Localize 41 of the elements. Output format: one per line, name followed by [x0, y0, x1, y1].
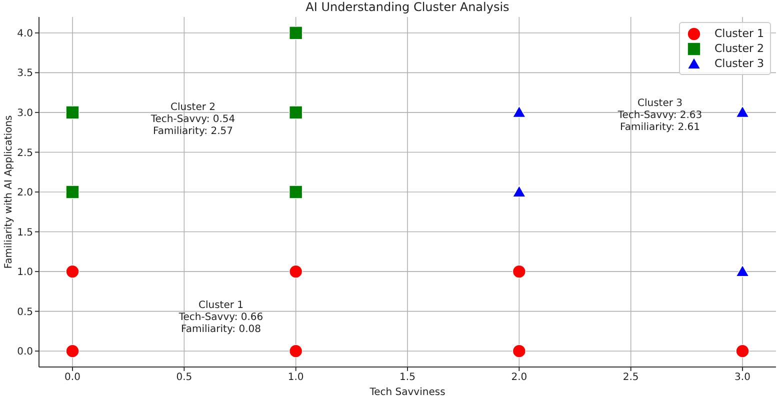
point: [512, 344, 526, 358]
point: [66, 344, 80, 358]
point: [512, 264, 526, 278]
y-axis-title: Familiarity with AI Applications: [4, 115, 15, 269]
point: [66, 106, 80, 120]
y-tick-label: 0.5: [17, 306, 33, 318]
x-tick-label: 2.5: [622, 372, 639, 384]
x-tick-label: 1.0: [288, 372, 304, 384]
y-tick-label: 1.0: [17, 267, 33, 278]
point: [288, 344, 303, 358]
y-tick-label: 3.0: [17, 108, 33, 120]
point: [736, 264, 750, 277]
annotation: Cluster 2 Tech-Savvy: 0.54 Familiarity: 2.57: [150, 102, 236, 138]
point: [512, 185, 526, 198]
x-tick-label: 3.0: [734, 372, 750, 384]
y-tick-label: 2.5: [17, 148, 33, 159]
x-tick-label: 1.5: [400, 372, 416, 384]
legend-label: Cluster 3: [714, 57, 764, 70]
point: [66, 264, 80, 278]
x-tick-label: 2.0: [511, 372, 528, 384]
point: [288, 106, 303, 120]
point: [736, 106, 750, 118]
y-tick-label: 0.0: [17, 346, 33, 358]
point: [288, 264, 303, 278]
point: [512, 106, 526, 118]
point: [736, 344, 750, 358]
y-tick-label: 2.0: [17, 188, 33, 199]
x-axis-title: Tech Savviness: [368, 387, 446, 398]
y-tick-label: 1.5: [17, 227, 33, 238]
annotation: Cluster 3 Tech-Savvy: 2.63 Familiarity: 2.61: [616, 98, 704, 134]
chart-title: AI Understanding Cluster Analysis: [304, 0, 510, 15]
x-tick-label: 0.5: [176, 372, 192, 384]
point: [288, 26, 303, 40]
x-tick-label: 0.0: [64, 372, 80, 384]
point: [66, 185, 80, 199]
legend-label: Cluster 2: [714, 42, 764, 55]
y-tick-label: 4.0: [17, 28, 33, 40]
annotation: Cluster 1 Tech-Savvy: 0.66 Familiarity: 0.08: [178, 300, 264, 336]
y-tick-label: 3.5: [17, 68, 33, 80]
legend-label: Cluster 1: [714, 27, 764, 40]
point: [288, 185, 303, 199]
